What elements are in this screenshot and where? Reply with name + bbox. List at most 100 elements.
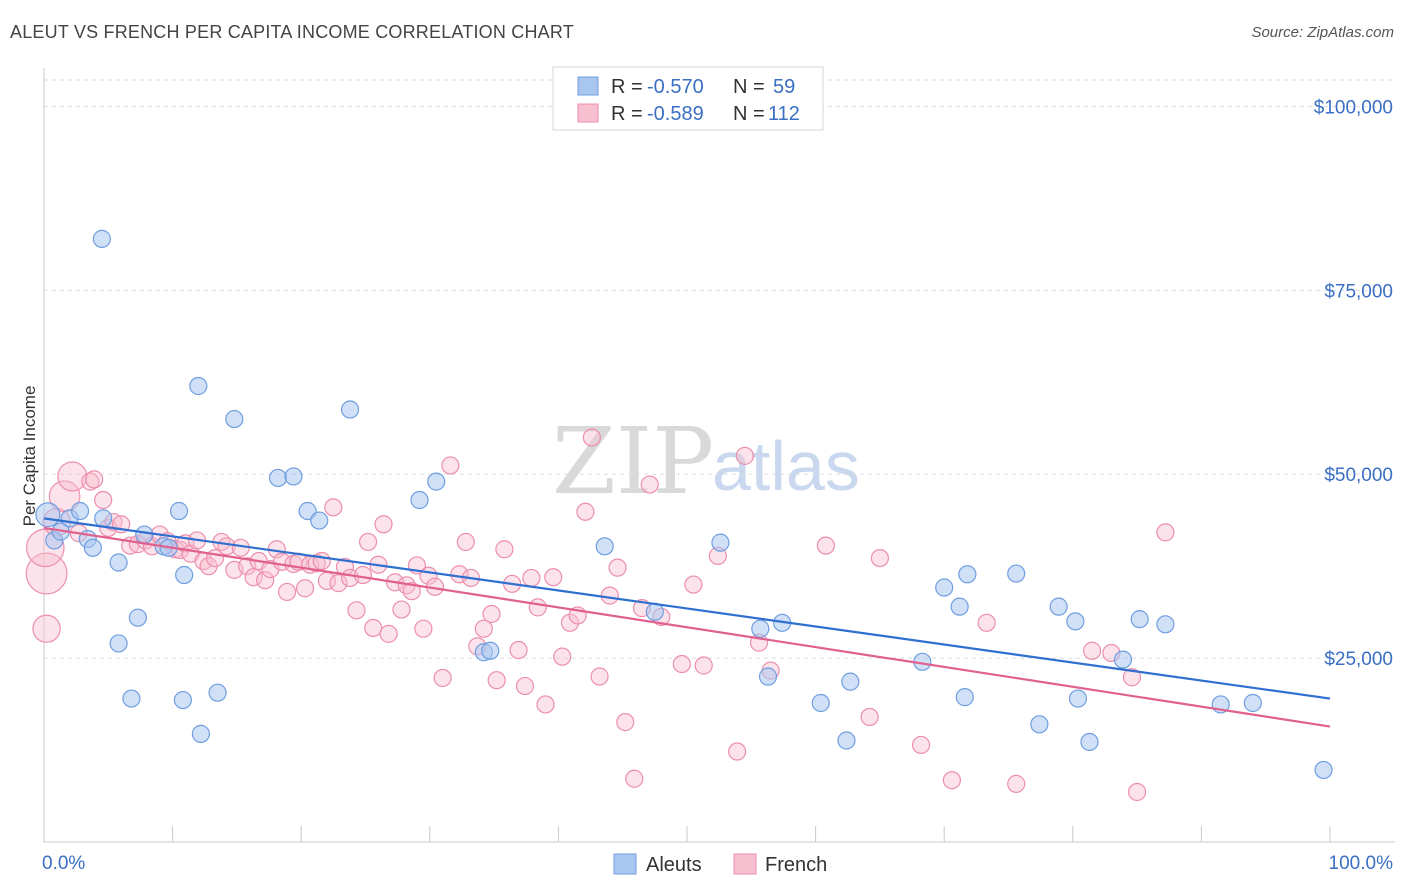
french-point — [625, 769, 644, 788]
aleuts-point — [935, 578, 954, 597]
french-point — [347, 601, 366, 620]
aleuts-point — [310, 511, 329, 530]
french-point — [358, 532, 378, 552]
aleuts-point — [595, 537, 614, 556]
y-axis-label: Per Capita Income — [20, 386, 39, 527]
aleuts-point — [1066, 612, 1085, 631]
aleuts-point — [1130, 610, 1149, 629]
aleuts-point — [169, 501, 189, 521]
french-point — [85, 470, 104, 489]
french-point — [816, 536, 835, 555]
aleuts-point — [841, 672, 860, 691]
legend-top: R = -0.570 N = 59 R = -0.589 N = 112 — [552, 66, 824, 131]
french-point — [482, 604, 501, 624]
aleuts-point — [208, 683, 227, 702]
french-point — [379, 624, 398, 643]
aleuts-point — [950, 597, 969, 616]
french-point — [414, 619, 433, 638]
aleuts-point — [191, 724, 210, 743]
aleuts-point — [1113, 650, 1133, 669]
french-point — [640, 475, 659, 494]
aleuts-point — [268, 468, 288, 488]
watermark-zip: ZIP — [552, 408, 714, 515]
french-point — [1082, 641, 1102, 660]
french-point — [942, 771, 962, 790]
french-point — [94, 490, 113, 510]
aleuts-point — [711, 533, 730, 552]
french-point — [217, 537, 236, 556]
legend-r-value-aleuts: -0.570 — [647, 76, 704, 98]
y-tick-label: $50,000 — [1324, 465, 1393, 486]
french-point — [1122, 668, 1142, 687]
french-point — [576, 502, 595, 521]
aleuts-point — [94, 509, 113, 528]
french-point — [582, 428, 601, 447]
french-point — [553, 647, 572, 666]
legend-bottom-label-aleuts: Aleuts — [646, 854, 702, 876]
aleuts-point — [1243, 693, 1262, 713]
french-point — [528, 598, 547, 617]
aleuts-point — [758, 667, 778, 686]
french-point — [402, 582, 421, 601]
legend-bottom-label-french: French — [765, 854, 827, 876]
french-point — [860, 707, 879, 727]
french-point — [672, 654, 691, 674]
x-ticks — [43, 826, 1331, 842]
french-point — [544, 568, 563, 587]
french-point — [616, 713, 635, 732]
french-point — [977, 613, 996, 632]
aleuts-point — [427, 472, 446, 491]
legend-bottom: Aleuts French — [613, 853, 827, 876]
legend-n-value-aleuts: 59 — [773, 76, 795, 98]
legend-r-label-french: R = — [611, 103, 643, 125]
french-point — [536, 695, 555, 714]
aleuts-point — [83, 538, 102, 557]
french-point — [256, 571, 275, 590]
french-point — [1007, 774, 1026, 793]
french-point — [441, 456, 460, 475]
aleuts-point — [135, 525, 154, 544]
aleuts-point — [958, 565, 977, 584]
french-point — [374, 515, 393, 534]
aleuts-point — [189, 376, 208, 396]
french-point — [1127, 782, 1147, 802]
legend-n-label-french: N = — [733, 103, 765, 125]
french-point — [324, 498, 343, 517]
aleuts-point — [225, 409, 244, 429]
french-point — [433, 668, 452, 688]
y-tick-label: $75,000 — [1324, 281, 1393, 302]
legend-swatch-aleuts — [577, 76, 599, 96]
french-point — [911, 735, 931, 755]
french-point — [560, 613, 580, 632]
series-french-points — [25, 428, 1175, 802]
french-point — [590, 667, 609, 686]
french-point — [25, 552, 68, 595]
aleuts-point — [481, 641, 500, 660]
aleuts-point — [35, 502, 61, 528]
french-point — [487, 671, 506, 690]
aleuts-point — [284, 467, 303, 486]
legend-swatch-french — [577, 103, 599, 123]
french-point — [450, 565, 469, 584]
french-point — [509, 640, 528, 660]
french-point — [364, 618, 383, 638]
aleuts-point — [1068, 689, 1088, 708]
french-point — [392, 600, 411, 619]
y-tick-label: $100,000 — [1314, 97, 1393, 118]
trend-lines — [43, 517, 1331, 728]
aleuts-point — [92, 229, 111, 248]
source-label: Source: ZipAtlas.com — [1251, 24, 1394, 41]
aleuts-point — [1156, 615, 1175, 634]
x-tick-label-min: 0.0% — [42, 853, 85, 874]
legend-r-value-french: -0.589 — [647, 103, 704, 125]
aleuts-point — [109, 634, 128, 653]
french-point — [694, 656, 713, 675]
french-point — [244, 568, 263, 587]
aleuts-point — [1080, 732, 1099, 752]
french-point — [522, 568, 541, 588]
aleuts-point — [109, 553, 128, 572]
legend-n-label-aleuts: N = — [733, 76, 765, 98]
aleuts-point — [410, 490, 429, 510]
legend-r-label-aleuts: R = — [611, 76, 643, 98]
x-tick-label-max: 100.0% — [1329, 853, 1394, 874]
